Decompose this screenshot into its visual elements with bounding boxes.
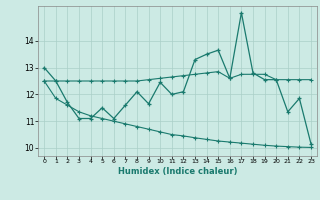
X-axis label: Humidex (Indice chaleur): Humidex (Indice chaleur) — [118, 167, 237, 176]
